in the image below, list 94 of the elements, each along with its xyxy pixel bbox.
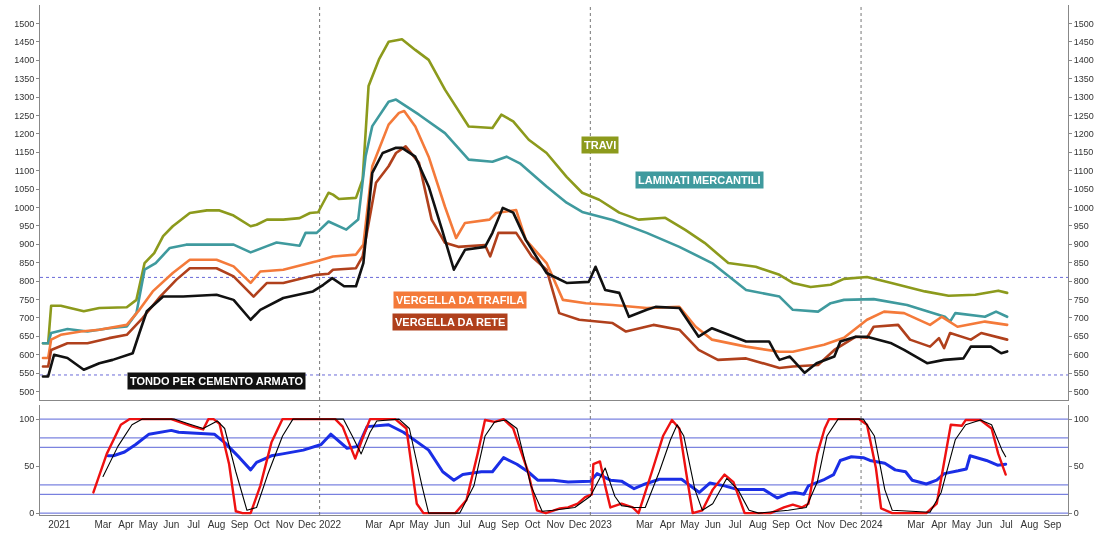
y-tick-label: 900	[19, 239, 35, 250]
y2-tick-label: 800	[1073, 276, 1089, 287]
x-tick-label: Apr	[388, 519, 406, 530]
y-tick-label: 1000	[14, 202, 35, 213]
y-tick-label: 1350	[14, 73, 35, 84]
y2-tick-label: 100	[1073, 414, 1089, 425]
x-tick-label: Mar	[365, 519, 384, 530]
x-tick-label: 2022	[318, 519, 342, 530]
y-tick-label: 1150	[14, 147, 35, 158]
y2-tick-label: 1150	[1073, 147, 1094, 158]
x-tick-label: Dec	[298, 519, 316, 530]
y-tick-label: 1250	[14, 110, 35, 121]
x-tick-label: Oct	[253, 519, 270, 530]
x-tick-label: Mar	[94, 519, 113, 530]
y-tick-label: 650	[19, 331, 35, 342]
y-tick-label: 0	[29, 508, 35, 519]
y-tick-label: 1400	[14, 55, 35, 66]
y2-tick-label: 900	[1073, 239, 1089, 250]
y-tick-label: 50	[24, 461, 35, 472]
y2-tick-label: 1000	[1073, 202, 1094, 213]
y2-tick-label: 1500	[1073, 18, 1094, 29]
x-tick-label: 2023	[589, 519, 613, 530]
x-tick-label: 2024	[860, 519, 884, 530]
y2-tick-label: 0	[1073, 508, 1079, 519]
y2-tick-label: 1250	[1073, 110, 1094, 121]
x-tick-label: Nov	[817, 519, 836, 530]
y2-tick-label: 950	[1073, 221, 1089, 232]
text: VERGELLA DA TRAFILA	[396, 294, 525, 306]
y2-tick-label: 500	[1073, 386, 1089, 397]
x-tick-label: Nov	[546, 519, 565, 530]
series-label: TONDO PER CEMENTO ARMATO	[130, 375, 304, 387]
x-tick-label: Jun	[704, 519, 721, 530]
y2-tick-label: 600	[1073, 349, 1089, 360]
x-tick-label: May	[951, 519, 971, 530]
x-tick-label: Jun	[163, 519, 180, 530]
x-tick-label: Aug	[1020, 519, 1039, 530]
y2-tick-label: 1100	[1073, 165, 1094, 176]
y-tick-label: 500	[19, 386, 35, 397]
text: LAMINATI MERCANTILI	[638, 174, 761, 186]
y-tick-label: 1300	[14, 92, 35, 103]
x-tick-label: Aug	[749, 519, 767, 530]
x-tick-label: Nov	[275, 519, 294, 530]
y-tick-label: 1100	[14, 165, 35, 176]
x-tick-label: Jul	[457, 519, 471, 530]
x-tick-label: Jul	[1000, 519, 1013, 530]
x-tick-label: Jul	[187, 519, 200, 530]
y2-tick-label: 850	[1073, 257, 1089, 268]
x-tick-label: Dec	[839, 519, 858, 530]
x-tick-label: Oct	[795, 519, 812, 530]
y2-tick-label: 550	[1073, 368, 1089, 379]
y-tick-label: 1050	[14, 184, 35, 195]
y2-tick-label: 1050	[1073, 184, 1094, 195]
x-tick-label: Apr	[659, 519, 676, 530]
y2-tick-label: 50	[1073, 461, 1084, 472]
text: TRAVI	[584, 139, 617, 151]
y-tick-label: 1500	[14, 18, 35, 29]
y2-tick-label: 650	[1073, 331, 1089, 342]
y2-tick-label: 1400	[1073, 55, 1094, 66]
x-tick-label: Aug	[478, 519, 497, 530]
x-tick-label: Aug	[207, 519, 226, 530]
x-tick-label: Jun	[433, 519, 451, 530]
y2-tick-label: 750	[1073, 294, 1089, 305]
y2-tick-label: 1450	[1073, 36, 1094, 47]
y2-tick-label: 1350	[1073, 73, 1094, 84]
y-tick-label: 950	[19, 221, 35, 232]
x-tick-label: Dec	[568, 519, 587, 530]
y-tick-label: 850	[19, 257, 35, 268]
y2-tick-label: 1200	[1073, 128, 1094, 139]
y-tick-label: 600	[19, 349, 35, 360]
x-tick-label: May	[680, 519, 700, 530]
y2-tick-label: 700	[1073, 313, 1089, 324]
x-tick-label: 2021	[48, 519, 71, 530]
x-tick-label: Mar	[907, 519, 926, 530]
y-tick-label: 750	[19, 294, 35, 305]
y-tick-label: 550	[19, 368, 35, 379]
y-tick-label: 800	[19, 276, 35, 287]
x-tick-label: Jul	[728, 519, 742, 530]
x-tick-label: Apr	[931, 519, 948, 530]
x-tick-label: Mar	[635, 519, 654, 530]
x-tick-label: Sep	[230, 519, 249, 530]
x-tick-label: Jun	[976, 519, 993, 530]
y-tick-label: 700	[19, 313, 35, 324]
text: VERGELLA DA RETE	[395, 316, 506, 328]
x-tick-label: Sep	[1043, 519, 1062, 530]
x-tick-label: May	[138, 519, 158, 530]
y-tick-label: 1450	[14, 36, 35, 47]
y2-tick-label: 1300	[1073, 92, 1094, 103]
y-tick-label: 1200	[14, 128, 35, 139]
x-tick-label: Oct	[524, 519, 541, 530]
x-tick-label: Apr	[118, 519, 135, 530]
x-tick-label: Sep	[501, 519, 520, 530]
y-tick-label: 100	[19, 414, 35, 425]
x-tick-label: Sep	[772, 519, 791, 530]
x-tick-label: May	[409, 519, 429, 530]
